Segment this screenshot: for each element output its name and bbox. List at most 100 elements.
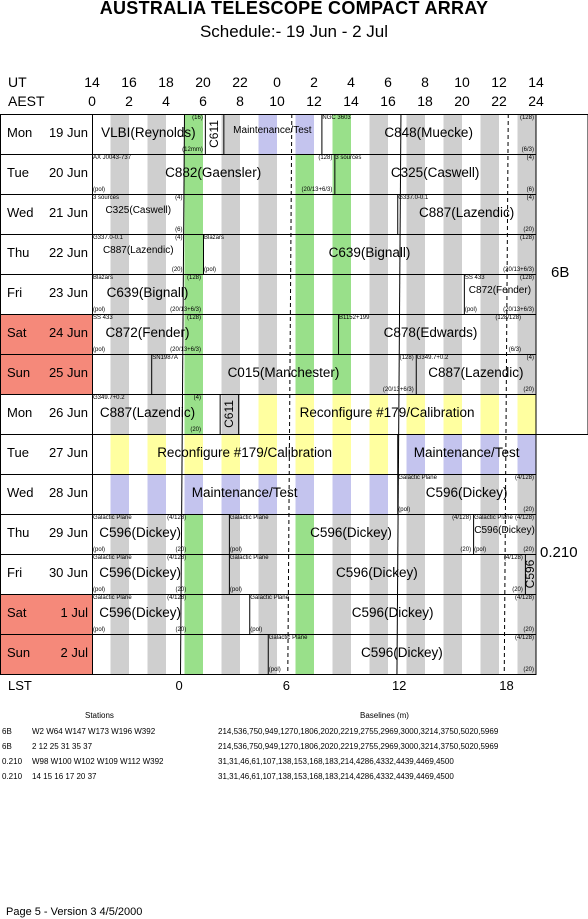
stripe bbox=[369, 314, 388, 354]
block-note: (16) bbox=[192, 115, 203, 121]
page-info: Page 5 - Version 3 4/5/2000 bbox=[6, 906, 143, 918]
day-name: Wed bbox=[7, 485, 34, 500]
block-note: SS 433 bbox=[93, 315, 113, 321]
stripe bbox=[517, 274, 536, 314]
project-name: C596(Dickey) bbox=[474, 525, 535, 536]
block-note: (128/128) bbox=[495, 315, 522, 321]
stripe bbox=[258, 354, 277, 394]
day-name: Tue bbox=[7, 165, 29, 180]
block-note: (4/128) bbox=[452, 515, 472, 521]
stripe-blue bbox=[480, 434, 499, 474]
stripe bbox=[184, 634, 203, 674]
project-name: C325(Caswell) bbox=[105, 205, 172, 216]
schedule-block[interactable]: Reconfigure #179/Calibration bbox=[92, 434, 397, 474]
project-name: C596(Dickey) bbox=[425, 485, 508, 500]
schedule-block[interactable]: C887(Lazendic) G337.0-0.1 (4) (20) bbox=[92, 234, 185, 274]
block-note: Galactic Plane bbox=[93, 515, 132, 521]
schedule-block[interactable]: Reconfigure #179/Calibration bbox=[238, 394, 536, 434]
ut-label: UT bbox=[8, 74, 27, 90]
schedule-block[interactable]: C596(Dickey) Galactic Plane (4/128) (pol) (2… bbox=[92, 514, 188, 554]
day-date: 2 Jul bbox=[60, 645, 88, 660]
block-note: Galactic Plane bbox=[93, 555, 132, 561]
schedule-block[interactable]: C639(Bignall) Blazars (128) (pol) (20/13+6/3… bbox=[203, 234, 536, 274]
stripe bbox=[480, 354, 499, 394]
stripe bbox=[295, 634, 314, 674]
schedule-block[interactable]: C872(Fender) SS 433 (128) (pol) (20/13+6/3) bbox=[92, 314, 203, 354]
schedule-block[interactable]: VLBI(Reynolds) (16) (12mm) bbox=[92, 114, 205, 154]
stripe-yellow bbox=[406, 394, 425, 434]
stripe-yellow bbox=[332, 394, 351, 434]
schedule-block[interactable]: C596(Dickey) Galactic Plane (4/128) (pol) (2… bbox=[397, 474, 536, 514]
block-note: (pol) bbox=[93, 547, 106, 553]
footer-baselines: 31,31,46,61,107,138,153,168,183,214,4286… bbox=[218, 772, 454, 781]
block-note: (20) bbox=[175, 547, 187, 553]
ut-tick: 14 bbox=[84, 74, 100, 90]
stripe bbox=[147, 154, 166, 194]
aest-tick: 8 bbox=[236, 93, 244, 109]
schedule-block[interactable]: C887(Lazendic) G349.7+0.2 (4) (20) bbox=[92, 394, 203, 434]
ut-tick: 0 bbox=[273, 74, 281, 90]
schedule-block[interactable]: C325(Caswell) 3 sources (4) (6) bbox=[334, 154, 536, 194]
stripe bbox=[443, 634, 462, 674]
footer-stations: W2 W64 W147 W173 W196 W392 bbox=[32, 727, 156, 736]
schedule-block[interactable]: C611 bbox=[205, 114, 224, 154]
weekend-shade bbox=[0, 634, 92, 674]
ut-tick: 20 bbox=[195, 74, 211, 90]
schedule-block[interactable]: Maintenance/Test bbox=[223, 114, 321, 154]
project-name: C887(Lazendic) bbox=[428, 365, 524, 380]
stripe bbox=[295, 274, 314, 314]
block-note: (20) bbox=[175, 587, 187, 593]
stripe bbox=[369, 114, 388, 154]
schedule-block[interactable]: C611 bbox=[220, 394, 239, 434]
project-name: Maintenance/Test bbox=[413, 445, 520, 460]
schedule-block[interactable]: C872(Fender) SS 433 (128) (pol) (20/13+6/3) bbox=[464, 274, 536, 314]
stripe bbox=[258, 554, 277, 594]
project-name: C596(Dickey) bbox=[351, 605, 434, 620]
stripe bbox=[221, 154, 240, 194]
footer-stations: 2 12 25 31 35 37 bbox=[32, 742, 93, 751]
stripe bbox=[221, 114, 240, 154]
project-name: C848(Muecke) bbox=[384, 125, 473, 140]
schedule-block[interactable]: C848(Muecke) NGC 3603 (128) (6/3) bbox=[321, 114, 536, 154]
project-name: C872(Fender) bbox=[468, 285, 532, 296]
block-note: (128) bbox=[519, 275, 534, 281]
schedule-block[interactable]: C596(Dickey) Galactic Plane (4/128) (pol) (2… bbox=[92, 594, 188, 634]
block-note: G349.7+0.2 bbox=[93, 395, 125, 401]
schedule-block[interactable]: C596(Dickey) Galactic Plane (4/128) (pol) (2… bbox=[473, 514, 536, 554]
page-title: AUSTRALIA TELESCOPE COMPACT ARRAY bbox=[99, 0, 489, 18]
schedule-block[interactable]: C878(Edwards) B1152+199 (128/128) (6/3) bbox=[338, 314, 523, 354]
schedule-block[interactable]: C596 bbox=[525, 554, 536, 594]
lst-line bbox=[180, 113, 185, 675]
footer-config: 6B bbox=[2, 742, 12, 751]
schedule-block[interactable]: C596(Dickey) Galactic Plane (4/128) (pol) (2… bbox=[229, 514, 473, 554]
stripe bbox=[184, 234, 203, 274]
schedule-block[interactable]: C596(Dickey) Galactic Plane (4/128) (pol) (2… bbox=[249, 594, 536, 634]
stripe bbox=[369, 274, 388, 314]
stripe bbox=[184, 354, 203, 394]
schedule-block[interactable]: C596(Dickey) Galactic Plane (4/128) (pol) (2… bbox=[92, 554, 188, 594]
schedule-block[interactable]: C887(Lazendic) G337.0-0.1 (4) (20) bbox=[397, 194, 536, 234]
schedule-block[interactable]: C325(Caswell) 3 sources (4) (6) bbox=[92, 194, 185, 234]
stripe bbox=[332, 354, 351, 394]
schedule-block[interactable]: C882(Gaensler) AX J0043-737 (128) (pol) (20/… bbox=[92, 154, 334, 194]
day-label: Fri 30 Jun bbox=[0, 554, 92, 594]
schedule-block[interactable]: Maintenance/Test bbox=[397, 434, 536, 474]
schedule-block[interactable]: C639(Bignall) Blazars (128) (pol) (20/13+6/3… bbox=[92, 274, 203, 314]
stripe-yellow bbox=[369, 394, 388, 434]
schedule-block[interactable]: C596(Dickey) Galactic Plane (4/128) (pol) (2… bbox=[268, 634, 536, 674]
block-note: (6) bbox=[526, 187, 534, 193]
schedule-block[interactable]: C596(Dickey) Galactic Plane (4/128) (pol) (2… bbox=[229, 554, 525, 594]
block-note: G349.7+0.2 bbox=[416, 355, 449, 361]
project-name: C611 bbox=[221, 400, 236, 428]
day-name: Sat bbox=[7, 605, 27, 620]
schedule-block[interactable]: C887(Lazendic) G349.7+0.2 (4) (20) bbox=[416, 354, 536, 394]
stripe bbox=[147, 274, 166, 314]
footer-baselines: 31,31,46,61,107,138,153,168,183,214,4286… bbox=[218, 757, 454, 766]
schedule-block[interactable]: Maintenance/Test bbox=[92, 474, 397, 514]
stripe bbox=[110, 114, 129, 154]
stripe-yellow bbox=[221, 434, 240, 474]
stripe bbox=[221, 634, 240, 674]
stripe bbox=[258, 194, 277, 234]
day-date: 19 Jun bbox=[48, 125, 88, 140]
schedule-block[interactable]: C015(Manchester) SN1987A (128) (20/13+6/3) bbox=[151, 354, 416, 394]
